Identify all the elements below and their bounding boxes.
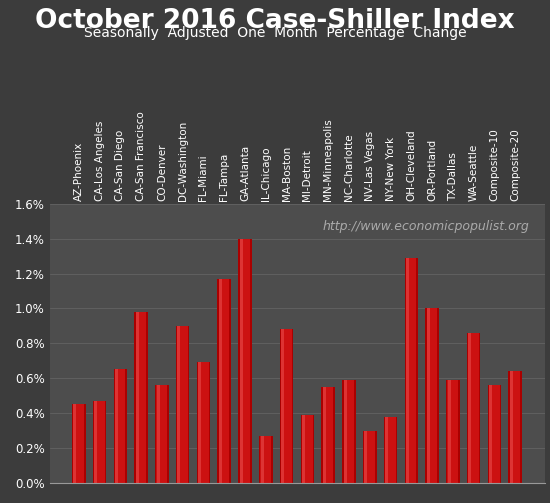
Bar <box>94 401 104 483</box>
Bar <box>115 370 118 483</box>
Bar <box>74 404 76 483</box>
Bar <box>427 308 437 483</box>
Bar <box>260 436 271 483</box>
Bar <box>281 329 292 483</box>
Bar <box>363 431 377 483</box>
Bar <box>365 431 367 483</box>
Bar <box>238 238 252 483</box>
Bar <box>489 385 492 483</box>
Bar <box>115 370 125 483</box>
Bar <box>488 385 501 483</box>
Bar <box>177 326 188 483</box>
Bar <box>448 380 458 483</box>
Bar <box>342 380 356 483</box>
Bar <box>469 333 471 483</box>
Bar <box>198 363 201 483</box>
Bar <box>219 279 222 483</box>
Bar <box>385 416 388 483</box>
Bar <box>323 387 333 483</box>
Bar <box>136 312 139 483</box>
Bar <box>427 308 430 483</box>
Bar <box>134 312 148 483</box>
Bar <box>406 258 416 483</box>
Bar <box>364 431 375 483</box>
Bar <box>384 416 397 483</box>
Bar <box>282 329 284 483</box>
Bar <box>261 436 263 483</box>
Bar <box>468 333 479 483</box>
Bar <box>94 401 97 483</box>
Bar <box>385 416 395 483</box>
Bar <box>344 380 354 483</box>
Bar <box>136 312 146 483</box>
Bar <box>198 363 208 483</box>
Bar <box>157 385 160 483</box>
Bar <box>301 415 314 483</box>
Bar <box>321 387 335 483</box>
Bar <box>178 326 180 483</box>
Text: http://www.economicpopulist.org: http://www.economicpopulist.org <box>323 220 530 233</box>
Bar <box>113 370 127 483</box>
Bar <box>176 326 189 483</box>
Bar <box>344 380 346 483</box>
Bar <box>72 404 85 483</box>
Bar <box>259 436 273 483</box>
Bar <box>509 371 522 483</box>
Bar <box>405 258 418 483</box>
Bar <box>302 415 312 483</box>
Bar <box>217 279 231 483</box>
Bar <box>280 329 293 483</box>
Bar <box>93 401 106 483</box>
Bar <box>157 385 167 483</box>
Bar <box>240 238 243 483</box>
Bar <box>197 363 210 483</box>
Bar <box>73 404 84 483</box>
Bar <box>425 308 439 483</box>
Bar <box>406 258 409 483</box>
Bar <box>219 279 229 483</box>
Bar <box>467 333 481 483</box>
Bar <box>302 415 305 483</box>
Text: October 2016 Case-Shiller Index: October 2016 Case-Shiller Index <box>35 8 515 34</box>
Bar <box>489 385 499 483</box>
Bar <box>448 380 450 483</box>
Text: Seasonally  Adjusted  One  Month  Percentage  Change: Seasonally Adjusted One Month Percentage… <box>84 26 466 40</box>
Bar <box>446 380 460 483</box>
Bar <box>240 238 250 483</box>
Bar <box>155 385 169 483</box>
Bar <box>323 387 326 483</box>
Bar <box>510 371 520 483</box>
Bar <box>510 371 513 483</box>
